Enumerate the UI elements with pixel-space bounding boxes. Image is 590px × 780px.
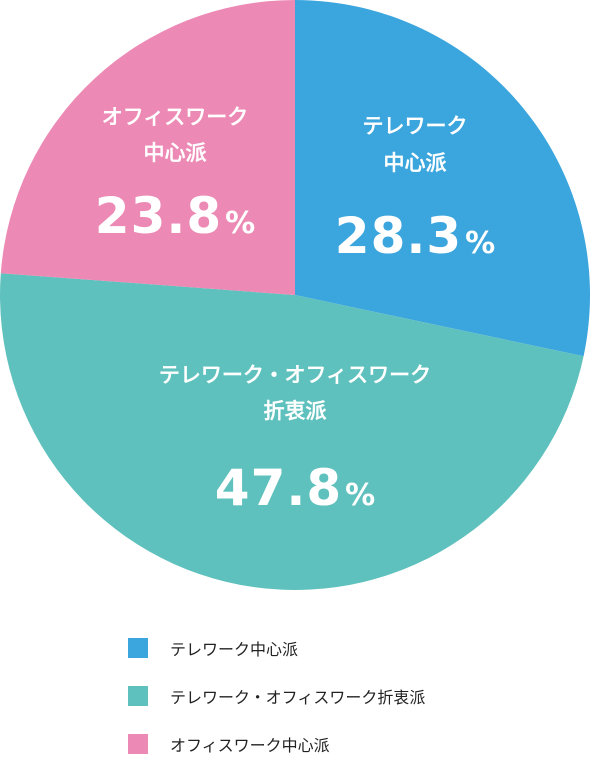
slice-label-telework-line-1: テレワーク [363, 114, 468, 138]
legend-item-telework: テレワーク中心派 [128, 636, 425, 660]
slice-label-hybrid-line-1: テレワーク・オフィスワーク [159, 363, 431, 387]
pie-slice-hybrid [0, 273, 584, 591]
legend-swatch-office [128, 734, 148, 754]
pie-labels: テレワーク中心派 28.3 % テレワーク・オフィスワーク折衷派 47.8 % オフィスワー… [95, 105, 495, 517]
slice-value-office: 23.8% [95, 187, 255, 245]
slice-label-hybrid-line-2: 折衷派 [264, 399, 328, 423]
slice-label-telework-line-2: 中心派 [384, 151, 448, 175]
legend-label-telework: テレワーク中心派 [170, 640, 299, 659]
slice-value-telework: 28.3% [335, 207, 495, 265]
slice-value-hybrid: 47.8% [215, 459, 375, 517]
pie-slices [0, 0, 590, 591]
legend-swatch-telework [128, 638, 148, 658]
legend-label-hybrid: テレワーク・オフィスワーク折衷派 [170, 688, 426, 707]
slice-label-office-line-1: オフィスワーク [102, 105, 249, 129]
legend-item-office: オフィスワーク中心派 [128, 732, 425, 756]
pie-slice-office [0, 0, 296, 295]
pie-slice-telework [295, 0, 590, 357]
legend-swatch-hybrid [128, 686, 148, 706]
legend-item-hybrid: テレワーク・オフィスワーク折衷派 [128, 684, 425, 708]
legend-label-office: オフィスワーク中心派 [170, 736, 330, 755]
slice-label-office-line-2: 中心派 [144, 141, 208, 165]
legend: テレワーク中心派 テレワーク・オフィスワーク折衷派 オフィスワーク中心派 [128, 636, 425, 780]
pie-chart: テレワーク中心派 28.3 % テレワーク・オフィスワーク折衷派 47.8 % オフィスワー… [0, 0, 590, 591]
